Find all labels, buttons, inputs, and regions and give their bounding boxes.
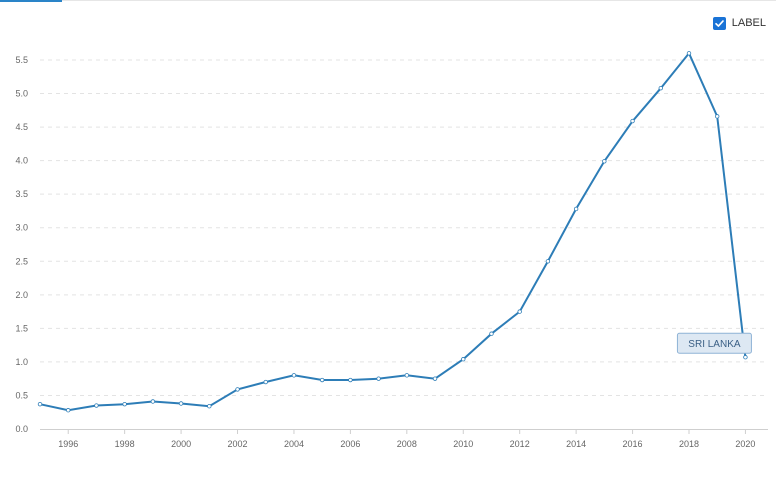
data-point <box>37 401 43 407</box>
y-tick-label: 4.0 <box>15 156 28 166</box>
x-tick-label: 2016 <box>623 439 643 449</box>
label-checkbox[interactable] <box>712 16 726 30</box>
data-point <box>715 114 720 119</box>
data-point <box>658 85 663 91</box>
series-layer <box>39 51 747 412</box>
x-tick-label: 2012 <box>510 439 530 449</box>
data-point <box>291 373 297 378</box>
data-point <box>263 379 268 385</box>
y-tick-labels: 0.0 0.5 1.0 1.5 2.0 2.5 3.0 3.5 4.0 4.5 5.0 5.5 <box>15 55 28 434</box>
data-point <box>743 355 748 360</box>
label-toggle[interactable]: LABEL <box>712 14 766 32</box>
series-label-box <box>676 332 752 354</box>
data-point <box>376 376 381 381</box>
x-tick-label: 2006 <box>340 439 360 449</box>
y-tick-label: 4.5 <box>15 122 28 132</box>
data-point <box>489 331 494 336</box>
x-tick-label: 2008 <box>397 439 417 449</box>
data-point <box>66 408 71 413</box>
data-point <box>94 403 99 408</box>
y-tick-label: 0.5 <box>15 390 28 400</box>
x-tick-labels: 1996 1998 2000 2002 2004 2006 2008 2010 2012 2014… <box>58 439 755 449</box>
y-tick-label: 5.0 <box>15 89 28 99</box>
data-point <box>461 357 466 362</box>
data-point <box>319 377 325 383</box>
y-tick-label: 1.5 <box>15 323 28 333</box>
data-point <box>545 259 551 264</box>
active-tab-indicator <box>0 0 62 2</box>
y-tick-label: 0.0 <box>15 424 28 434</box>
data-point <box>686 51 692 56</box>
y-tick-label: 3.0 <box>15 223 28 233</box>
data-point <box>432 376 438 381</box>
x-tick-label: 1996 <box>58 439 78 449</box>
x-tick-label: 2000 <box>171 439 191 449</box>
data-point <box>150 399 156 404</box>
y-tick-label: 3.5 <box>15 189 28 199</box>
data-points <box>37 51 748 413</box>
series-label-text: SRI LANKA <box>688 339 741 350</box>
x-tick-label: 2010 <box>453 439 473 449</box>
x-tick-label: 1998 <box>115 439 135 449</box>
axes <box>40 429 768 434</box>
data-point <box>178 401 184 406</box>
gridlines <box>40 59 768 396</box>
series-line <box>39 51 747 412</box>
x-tick-label: 2018 <box>679 439 699 449</box>
top-rule <box>0 0 776 1</box>
data-point <box>207 403 212 409</box>
data-point <box>573 206 579 212</box>
checkmark-icon <box>714 19 724 27</box>
data-point <box>404 373 410 378</box>
data-point <box>602 159 607 164</box>
data-point <box>122 401 127 407</box>
y-tick-label: 2.0 <box>15 290 28 300</box>
x-tick-label: 2014 <box>566 439 586 449</box>
x-tick-label: 2004 <box>284 439 304 449</box>
x-tick-label: 2002 <box>228 439 248 449</box>
label-toggle-text: LABEL <box>731 17 766 29</box>
data-point <box>517 309 522 314</box>
series-label-tag: SRI LANKA <box>676 332 752 354</box>
data-point <box>348 377 353 383</box>
annotations: SRI LANKA <box>676 332 752 354</box>
y-tick-label: 1.0 <box>15 357 28 367</box>
data-point <box>235 387 240 392</box>
x-tick-label: 2020 <box>735 439 755 449</box>
y-tick-label: 2.5 <box>15 256 28 266</box>
y-tick-label: 5.5 <box>15 55 28 65</box>
data-point <box>630 118 635 124</box>
